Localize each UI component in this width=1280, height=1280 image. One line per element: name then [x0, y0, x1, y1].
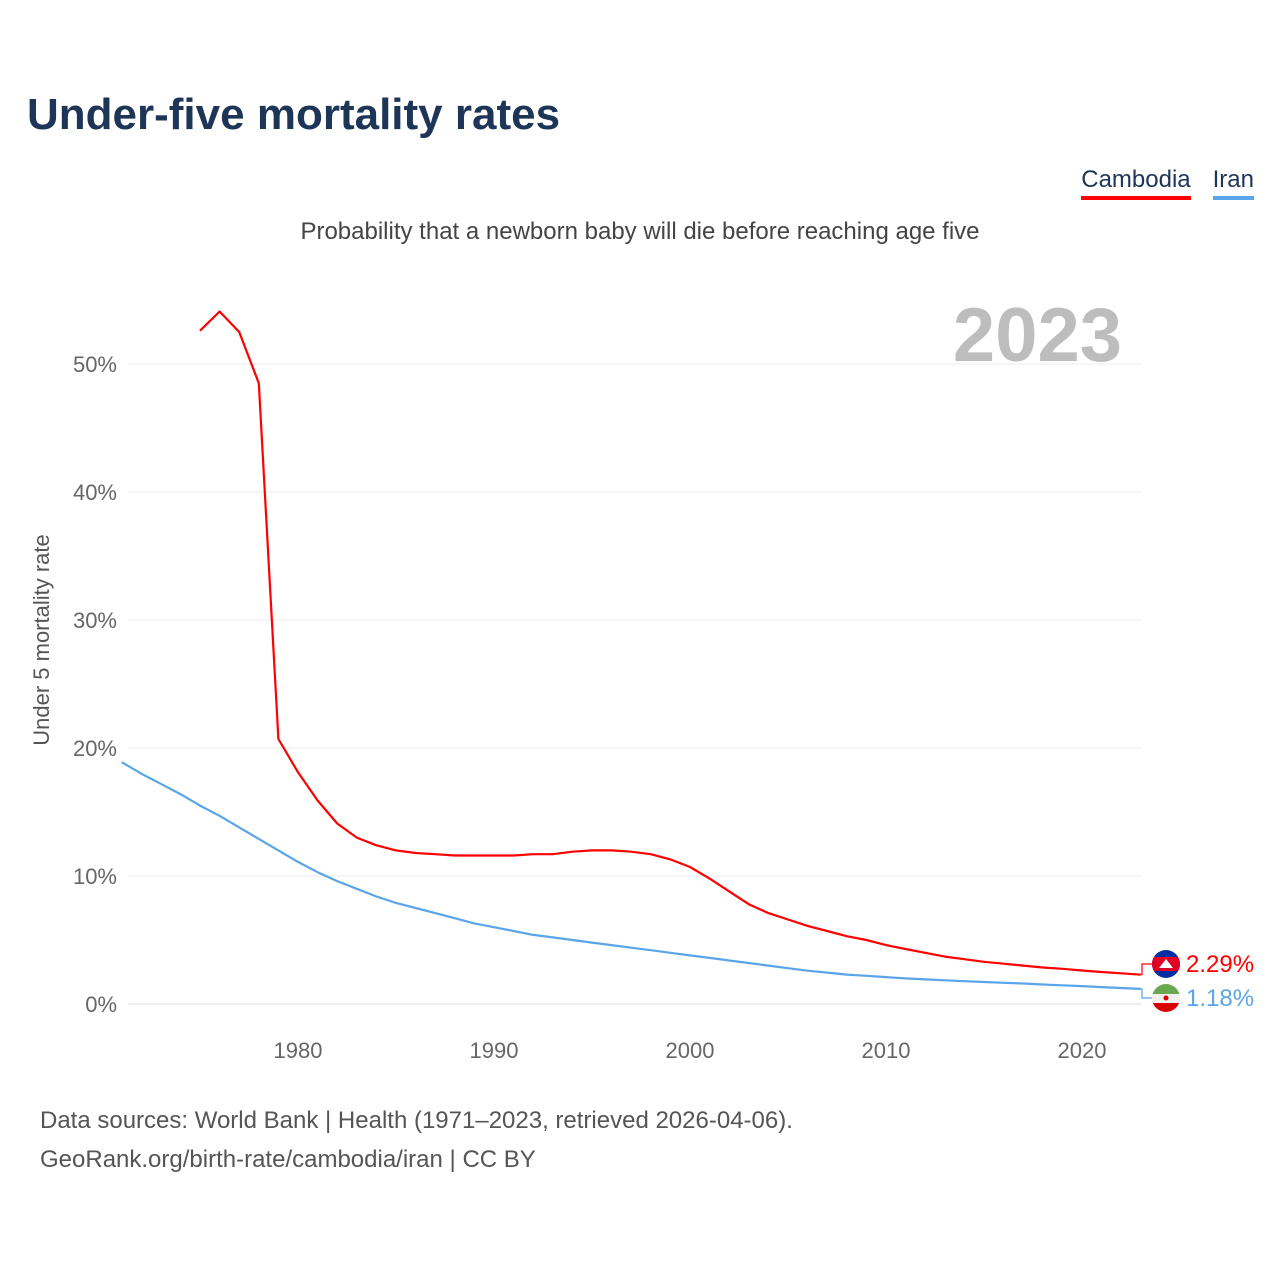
emblem-icon [1163, 995, 1169, 1001]
y-tick-label: 40% [73, 480, 117, 505]
x-tick-label: 1980 [274, 1038, 323, 1063]
y-tick-label: 0% [85, 992, 117, 1017]
x-tick-label: 2020 [1058, 1038, 1107, 1063]
iran-flag-icon [1152, 984, 1180, 1012]
y-tick-label: 50% [73, 352, 117, 377]
x-tick-label: 2000 [666, 1038, 715, 1063]
series-line-cambodia [199, 310, 1141, 976]
label-connector [1140, 963, 1152, 976]
series-line-iran [121, 761, 1141, 990]
footer-sources: Data sources: World Bank | Health (1971–… [40, 1107, 793, 1134]
legend: Cambodia Iran [1081, 166, 1254, 200]
x-tick-label: 1990 [470, 1038, 519, 1063]
legend-item-cambodia[interactable]: Cambodia [1081, 166, 1191, 200]
label-connector [1140, 988, 1152, 999]
x-tick-label: 2010 [862, 1038, 911, 1063]
flag-band [1152, 1003, 1180, 1012]
chart-subtitle: Probability that a newborn baby will die… [300, 218, 980, 245]
end-value-label-iran: 1.18% [1186, 985, 1254, 1012]
chart-title: Under-five mortality rates [27, 90, 561, 139]
cambodia-flag-icon [1152, 950, 1180, 978]
flag [1152, 984, 1180, 1012]
temple-icon [1159, 959, 1173, 968]
y-tick-label: 10% [73, 864, 117, 889]
end-value-label-cambodia: 2.29% [1186, 951, 1254, 978]
legend-item-iran[interactable]: Iran [1212, 166, 1254, 200]
footer-link[interactable]: GeoRank.org/birth-rate/cambodia/iran | C… [40, 1146, 536, 1173]
y-tick-label: 30% [73, 608, 117, 633]
flag-band [1152, 984, 1180, 994]
flag [1152, 950, 1180, 978]
y-tick-label: 20% [73, 736, 117, 761]
